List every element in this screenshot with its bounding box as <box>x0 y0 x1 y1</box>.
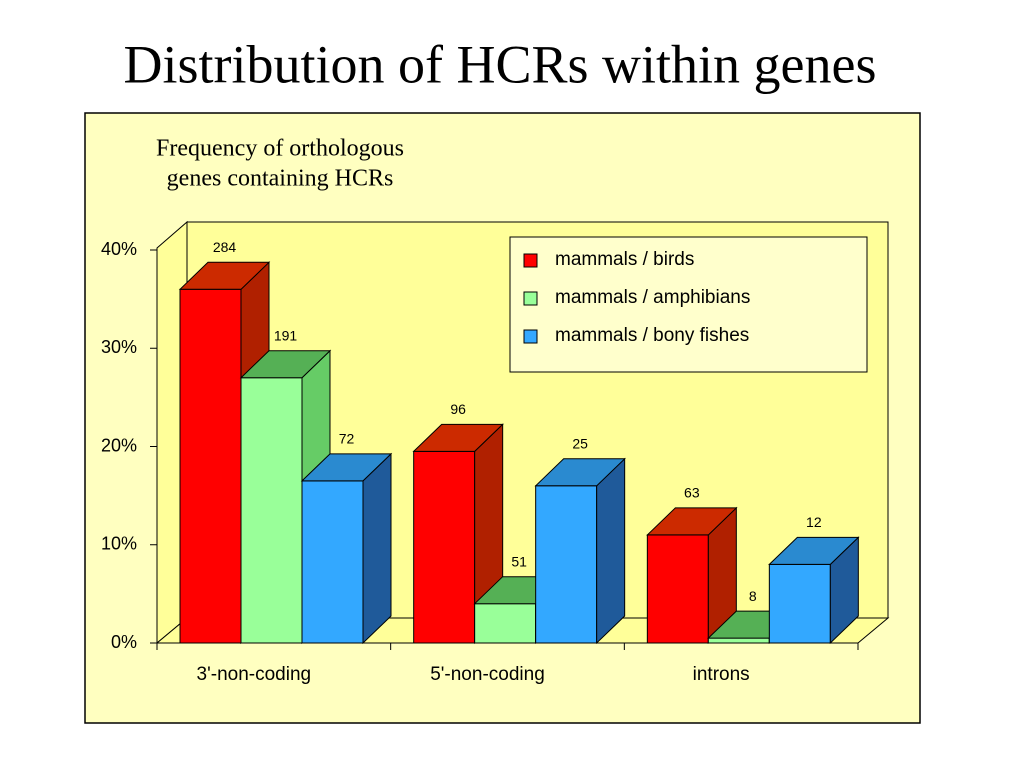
x-tick-label: 3'-non-coding <box>197 664 312 685</box>
chart-subtitle: genes containing HCRs <box>167 166 394 192</box>
bar-top <box>412 423 504 452</box>
bar-side <box>362 452 392 645</box>
bar-front <box>179 288 242 644</box>
y-tick-label: 40% <box>101 239 137 259</box>
bar-side <box>596 457 626 645</box>
legend-swatch <box>523 291 538 306</box>
bar-top <box>239 350 332 379</box>
bar-front <box>535 485 598 644</box>
legend-label: mammals / bony fishes <box>555 325 749 346</box>
legend-label: mammals / amphibians <box>555 287 750 308</box>
y-tick-label: 10% <box>101 534 137 554</box>
bar-front <box>768 563 831 644</box>
bar-front <box>240 377 303 644</box>
bar-front <box>413 450 476 644</box>
count-label: 25 <box>572 436 588 452</box>
bar-front <box>707 637 770 644</box>
count-label: 284 <box>213 239 237 255</box>
bar-top <box>646 507 738 536</box>
count-label: 12 <box>806 514 822 530</box>
count-label: 191 <box>274 327 298 343</box>
chart-subtitle: Frequency of orthologous <box>156 136 404 162</box>
legend-swatch <box>523 253 538 268</box>
bar-front <box>301 480 364 644</box>
count-label: 72 <box>339 431 355 447</box>
y-tick-label: 0% <box>111 632 137 652</box>
x-tick-label: 5'-non-coding <box>430 664 545 685</box>
count-label: 96 <box>450 401 466 417</box>
bar-top <box>534 458 626 487</box>
y-tick-label: 20% <box>101 435 137 455</box>
x-tick-label: introns <box>693 664 750 685</box>
bar-top <box>178 261 271 290</box>
slide-title: Distribution of HCRs within genes <box>124 34 877 94</box>
count-label: 51 <box>511 553 527 569</box>
bar-top <box>768 536 860 565</box>
count-label: 8 <box>749 588 757 604</box>
y-tick-label: 30% <box>101 337 137 357</box>
legend-label: mammals / birds <box>555 249 694 270</box>
bar-top <box>300 453 393 482</box>
legend-swatch <box>523 329 538 344</box>
legend <box>509 236 868 373</box>
count-label: 63 <box>684 485 700 501</box>
bar-front <box>646 534 709 644</box>
bar-front <box>474 603 537 644</box>
